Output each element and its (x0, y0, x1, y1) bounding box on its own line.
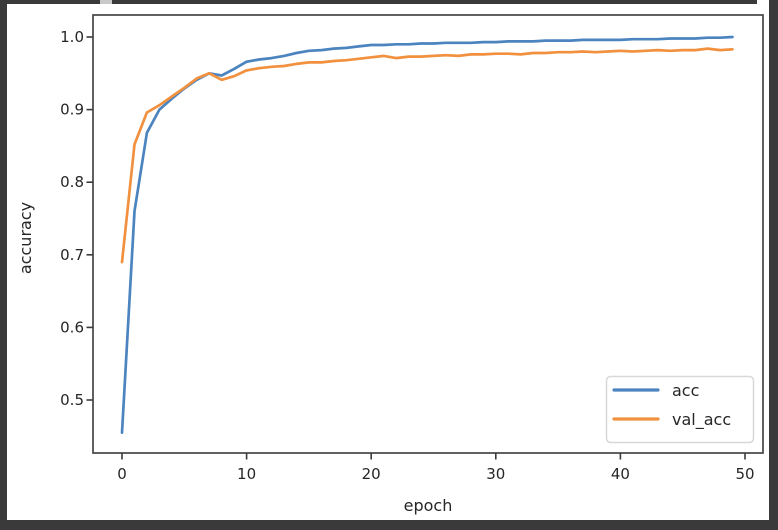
x-tick-label: 40 (611, 465, 630, 483)
legend-label-acc: acc (672, 381, 699, 400)
val_acc-line (120, 47, 734, 264)
acc-line (120, 35, 734, 435)
window-border-top (0, 0, 757, 4)
y-tick-label: 0.5 (60, 391, 84, 409)
y-tick-label: 0.7 (60, 246, 84, 264)
x-tick-label: 20 (362, 465, 381, 483)
chart-legend-box (605, 375, 755, 444)
window-border-bottom (0, 520, 778, 530)
x-tick-label: 0 (117, 465, 127, 483)
y-tick-label: 0.8 (60, 173, 84, 191)
y-tick-label: 1.0 (60, 28, 84, 46)
window-top-tab (100, 0, 112, 4)
window-border-right (769, 0, 778, 530)
axes-frame (92, 14, 764, 454)
x-tick-label: 50 (735, 465, 754, 483)
x-axis-label: epoch (404, 496, 453, 515)
x-tick-label: 30 (486, 465, 505, 483)
y-tick-label: 0.9 (60, 101, 84, 119)
legend-label-val_acc: val_acc (672, 410, 731, 430)
window-border-left (0, 0, 7, 530)
y-axis-label: accuracy (16, 202, 35, 274)
y-tick-label: 0.6 (60, 318, 84, 336)
x-tick-label: 10 (237, 465, 256, 483)
